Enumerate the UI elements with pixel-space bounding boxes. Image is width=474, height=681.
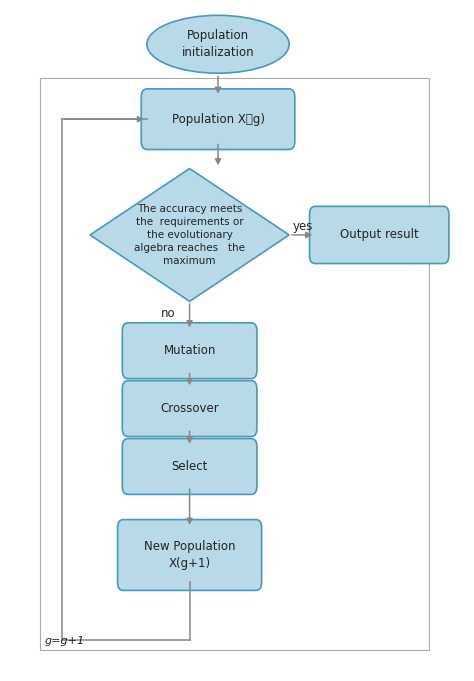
Polygon shape — [90, 169, 289, 302]
FancyBboxPatch shape — [122, 323, 257, 379]
Text: The accuracy meets
the  requirements or
the evolutionary
algebra reaches   the
m: The accuracy meets the requirements or t… — [134, 204, 245, 266]
Text: Output result: Output result — [340, 228, 419, 242]
FancyBboxPatch shape — [122, 439, 257, 494]
FancyBboxPatch shape — [118, 520, 262, 590]
Text: Population X（g): Population X（g) — [172, 112, 264, 126]
Ellipse shape — [147, 16, 289, 74]
Text: Crossover: Crossover — [160, 402, 219, 415]
Text: New Population
X(g+1): New Population X(g+1) — [144, 540, 236, 570]
FancyBboxPatch shape — [122, 381, 257, 437]
Bar — [40, 78, 429, 650]
Text: yes: yes — [292, 219, 312, 233]
Text: Mutation: Mutation — [164, 344, 216, 358]
Text: Population
initialization: Population initialization — [182, 29, 255, 59]
Text: Select: Select — [172, 460, 208, 473]
FancyBboxPatch shape — [310, 206, 449, 264]
FancyBboxPatch shape — [141, 89, 295, 150]
Text: g=g+1: g=g+1 — [45, 635, 85, 646]
Text: no: no — [161, 306, 175, 320]
